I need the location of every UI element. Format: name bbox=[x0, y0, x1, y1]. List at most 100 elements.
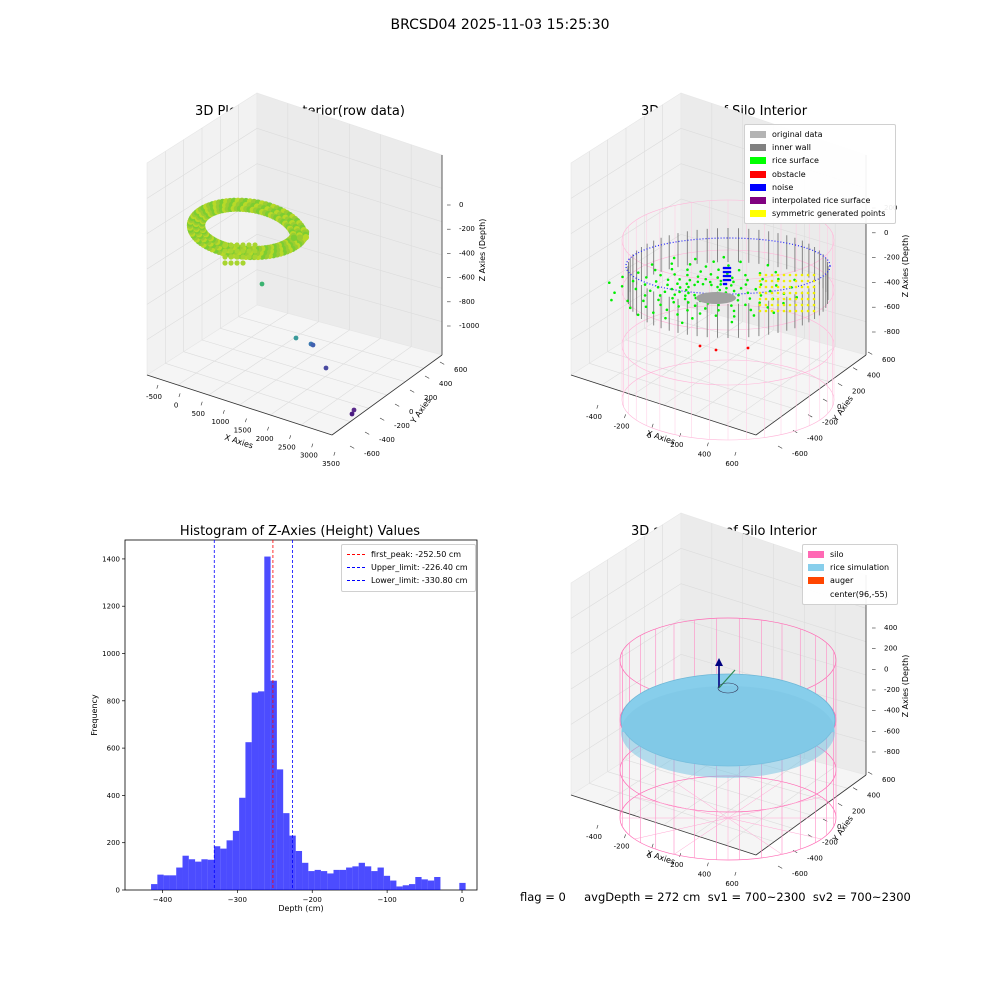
sim-silo-floor-spoke bbox=[634, 817, 729, 840]
raw-z-tick-label: -600 bbox=[459, 274, 475, 282]
cls-z-tick-label: -200 bbox=[884, 254, 900, 262]
cls-rice-point bbox=[730, 304, 733, 307]
classify-legend-item: symmetric generated points bbox=[750, 207, 890, 220]
histogram-bar bbox=[408, 884, 416, 890]
cls-rice-point bbox=[704, 307, 707, 310]
cls-x-axis-label: X Axies bbox=[645, 429, 676, 447]
cls-rice-point bbox=[710, 283, 713, 287]
histogram-bar bbox=[396, 886, 403, 890]
legend-swatch bbox=[750, 144, 766, 152]
cls-symmetric-point bbox=[764, 279, 768, 283]
legend-swatch bbox=[750, 183, 766, 191]
histogram-bar bbox=[371, 871, 378, 890]
histogram-bar bbox=[207, 859, 214, 890]
raw-grid-line bbox=[238, 316, 424, 369]
legend-label: first_peak: -252.50 cm bbox=[371, 550, 462, 560]
raw-z-tick-label: -200 bbox=[459, 225, 475, 233]
cls-noise-point bbox=[724, 266, 728, 270]
cls-symmetric-point bbox=[794, 285, 798, 289]
cls-rice-point bbox=[746, 291, 750, 295]
legend-swatch bbox=[808, 591, 824, 598]
raw-x-tick-mark bbox=[333, 451, 336, 456]
raw-y-tick-label: 600 bbox=[454, 366, 467, 374]
sim-silo-floor-spoke bbox=[634, 796, 729, 819]
cls-rice-point bbox=[678, 290, 681, 294]
cls-rice-point bbox=[748, 297, 752, 300]
cls-rice-point bbox=[716, 276, 719, 279]
histogram-bar bbox=[383, 875, 391, 890]
cls-symmetric-point bbox=[800, 279, 804, 283]
legend-swatch bbox=[750, 170, 766, 178]
simulation-legend-item: auger bbox=[808, 574, 892, 587]
raw-data-point bbox=[234, 248, 240, 254]
raw-y-tick-label: 0 bbox=[409, 408, 413, 416]
cls-rice-point bbox=[727, 264, 730, 267]
histogram-bar bbox=[264, 556, 271, 890]
legend-label: Lower_limit: -330.80 cm bbox=[371, 576, 468, 586]
cls-obstacle-point bbox=[746, 346, 750, 350]
histogram-bar bbox=[346, 867, 353, 890]
raw-x-tick-label: -500 bbox=[146, 393, 162, 401]
raw-x-tick-label: 2500 bbox=[278, 443, 296, 451]
cls-rice-point bbox=[631, 279, 635, 283]
raw-outlier-point bbox=[259, 281, 265, 287]
cls-rice-point bbox=[716, 285, 719, 289]
cls-z-axis-label: Z Axies (Depth) bbox=[901, 235, 910, 298]
raw-x-tick-label: 0 bbox=[174, 401, 178, 409]
histogram-bar bbox=[314, 869, 321, 890]
cls-symmetric-point bbox=[788, 273, 792, 277]
cls-rice-point bbox=[670, 267, 674, 271]
raw-x-tick-mark bbox=[245, 418, 247, 423]
sim-silo-floor-spoke bbox=[727, 817, 822, 840]
histogram-bar bbox=[213, 846, 221, 890]
sim-x-tick-label: -400 bbox=[586, 833, 602, 841]
histogram-y-tick-label: 400 bbox=[107, 792, 120, 800]
cls-rice-point bbox=[666, 283, 669, 287]
cls-rice-point bbox=[686, 268, 689, 272]
raw-x-tick-label: 3000 bbox=[300, 452, 318, 460]
cls-symmetric-point bbox=[770, 285, 774, 289]
histogram-title: Histogram of Z-Axies (Height) Values bbox=[179, 524, 421, 539]
cls-symmetric-point bbox=[770, 297, 774, 301]
cls-symmetric-point bbox=[776, 297, 780, 301]
cls-x-tick-mark bbox=[706, 442, 709, 447]
cls-rice-point bbox=[730, 320, 734, 324]
raw-outlier-point bbox=[310, 342, 316, 348]
raw-data-point bbox=[228, 260, 234, 266]
cls-rice-point bbox=[687, 291, 690, 295]
legend-swatch bbox=[750, 197, 766, 205]
cls-rice-point bbox=[657, 298, 660, 302]
cls-symmetric-point bbox=[806, 297, 810, 301]
classify-legend: original data inner wall rice surface obsta… bbox=[744, 124, 896, 225]
cls-y-tick-mark bbox=[837, 383, 843, 386]
histogram-bar bbox=[302, 862, 309, 890]
cls-rice-point bbox=[774, 284, 778, 287]
cls-symmetric-point bbox=[812, 273, 816, 277]
sim-y-tick-label: -600 bbox=[792, 870, 808, 878]
cls-symmetric-point bbox=[782, 273, 786, 277]
classify-legend-item: noise bbox=[750, 181, 890, 194]
sim-y-axis-label: Y Axies bbox=[830, 814, 855, 844]
cls-symmetric-point bbox=[758, 285, 762, 289]
cls-rice-point bbox=[732, 280, 735, 284]
cls-rice-point bbox=[636, 313, 640, 317]
cls-x-tick-mark bbox=[624, 414, 626, 419]
sim-z-tick-label: -400 bbox=[884, 707, 900, 715]
raw-outlier-point bbox=[351, 407, 357, 413]
raw-y-tick-label: 400 bbox=[439, 380, 452, 388]
legend-swatch bbox=[808, 564, 824, 572]
cls-rice-point bbox=[746, 278, 749, 282]
cls-symmetric-point bbox=[764, 273, 768, 277]
cls-rice-point bbox=[643, 294, 647, 297]
histogram-bar bbox=[427, 880, 435, 890]
cls-rice-point bbox=[699, 270, 702, 273]
raw-y-tick-mark bbox=[409, 389, 415, 393]
legend-label: rice surface bbox=[772, 156, 819, 166]
sim-x-tick-label: -200 bbox=[614, 842, 630, 850]
cls-symmetric-point bbox=[812, 309, 816, 313]
cls-symmetric-point bbox=[788, 285, 792, 289]
raw-grid-line bbox=[146, 269, 443, 340]
raw-data-point bbox=[240, 254, 246, 260]
raw-outlier-point bbox=[349, 411, 355, 417]
histogram-y-tick-label: 1200 bbox=[102, 603, 120, 611]
